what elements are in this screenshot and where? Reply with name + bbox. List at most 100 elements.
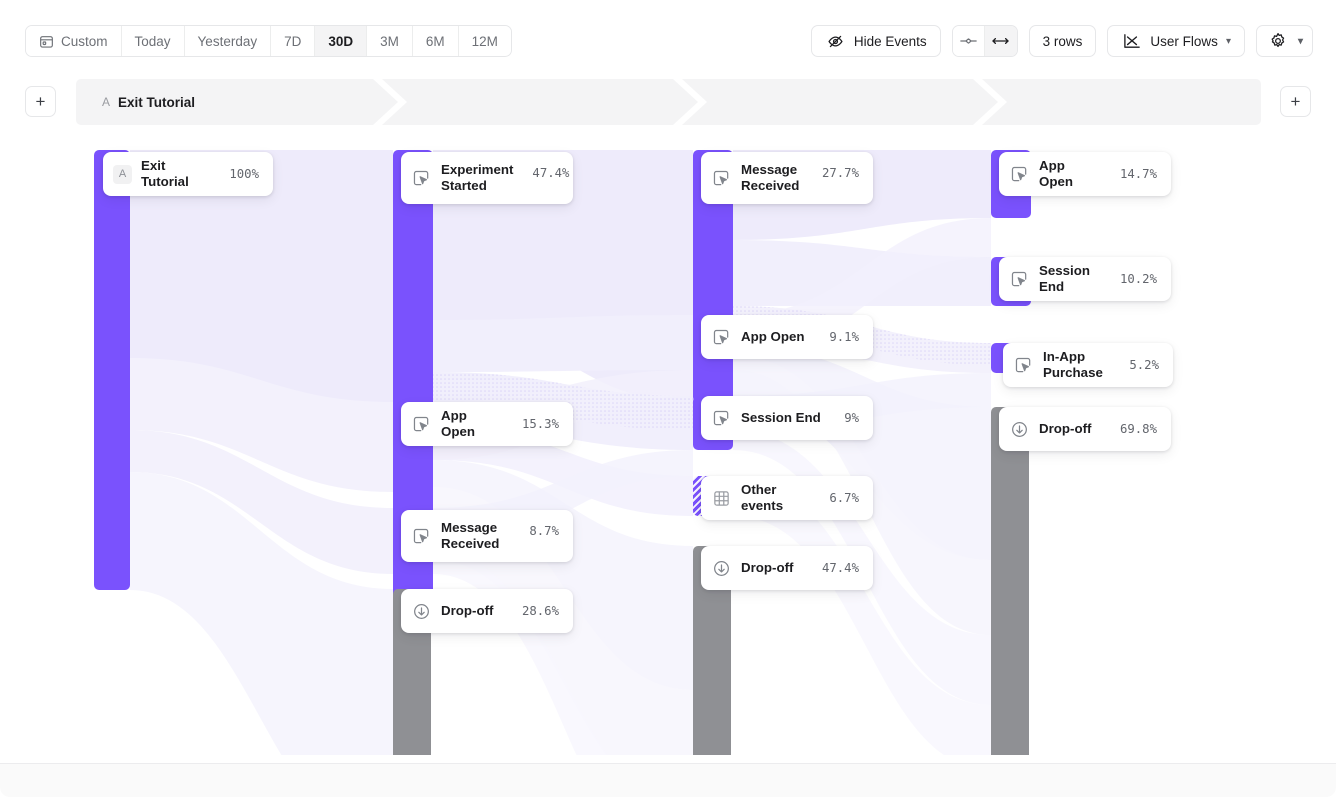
range-yesterday[interactable]: Yesterday — [184, 26, 272, 56]
rows-count-button[interactable]: 3 rows — [1028, 25, 1097, 57]
width-toggle-group[interactable] — [951, 25, 1018, 57]
expand-width-button[interactable] — [984, 26, 1017, 56]
node-label: Session End — [741, 410, 821, 425]
range-label: 30D — [328, 33, 354, 49]
node-card-c3-app-open[interactable]: App Open 14.7% — [999, 152, 1171, 196]
chevron-down-icon: ▾ — [1297, 35, 1303, 47]
node-card-c1-app-open[interactable]: App Open 15.3% — [401, 402, 573, 446]
collapse-width-button[interactable] — [952, 26, 985, 56]
node-percent: 47.4% — [532, 166, 570, 180]
node-percent: 9.1% — [829, 330, 859, 344]
node-card-c1-message-received[interactable]: Message Received 8.7% — [401, 510, 573, 562]
node-label: Drop-off — [741, 560, 794, 575]
dropoff-icon — [411, 601, 432, 622]
click-icon — [411, 526, 432, 547]
sankey-canvas: A Exit Tutorial 100% Experiment Started 47.4… — [0, 130, 1336, 755]
step-separators — [373, 79, 1007, 125]
grid-icon — [711, 488, 732, 509]
node-card-c0-exit-tutorial[interactable]: A Exit Tutorial 100% — [103, 152, 273, 196]
range-today[interactable]: Today — [121, 26, 185, 56]
range-label: Today — [134, 33, 171, 49]
add-step-right-button[interactable]: + — [1280, 86, 1311, 117]
range-custom[interactable]: Custom — [26, 26, 122, 56]
gear-icon — [1268, 31, 1289, 52]
click-icon — [711, 168, 732, 189]
step-label-text: Exit Tutorial — [118, 94, 196, 110]
range-label: Yesterday — [197, 33, 258, 49]
node-card-c2-other-events[interactable]: Other events 6.7% — [701, 476, 873, 520]
node-label: App Open — [441, 408, 475, 439]
dropoff-icon — [711, 558, 732, 579]
node-card-c3-session-end[interactable]: Session End 10.2% — [999, 257, 1171, 301]
node-percent: 10.2% — [1119, 272, 1157, 286]
rows-count-label: 3 rows — [1042, 33, 1083, 49]
node-card-c2-drop-off[interactable]: Drop-off 47.4% — [701, 546, 873, 590]
range-label: 3M — [380, 33, 399, 49]
node-label: Other events — [741, 482, 784, 513]
click-icon — [711, 408, 732, 429]
view-type-label: User Flows — [1150, 33, 1218, 49]
add-step-left-button[interactable]: + — [25, 86, 56, 117]
node-percent: 5.2% — [1129, 358, 1159, 372]
click-icon — [1009, 269, 1030, 290]
node-bar-c3-drop-off[interactable] — [991, 407, 1029, 755]
date-range-segmented-control[interactable]: Custom Today Yesterday 7D 30D 3M 6M 12M — [25, 25, 512, 57]
node-label: Exit Tutorial — [141, 158, 189, 189]
node-card-c2-message-received[interactable]: Message Received 27.7% — [701, 152, 873, 204]
dropoff-icon — [1009, 419, 1030, 440]
steps-track: A Exit Tutorial — [76, 79, 1261, 125]
node-percent: 100% — [229, 167, 259, 181]
node-label: Message Received — [741, 162, 800, 193]
node-card-c2-app-open[interactable]: App Open 9.1% — [701, 315, 873, 359]
step-badge: A — [102, 95, 111, 109]
footer-bar — [0, 763, 1336, 797]
node-label: Message Received — [441, 520, 500, 551]
click-icon — [711, 327, 732, 348]
settings-dropdown[interactable]: ▾ — [1255, 25, 1313, 57]
node-label: Drop-off — [1039, 421, 1092, 436]
calendar-icon — [39, 34, 54, 49]
node-card-c3-drop-off[interactable]: Drop-off 69.8% — [999, 407, 1171, 451]
steps-header: + A Exit Tutorial + — [25, 79, 1311, 125]
view-type-dropdown[interactable]: User Flows ▾ — [1107, 25, 1245, 57]
range-7d[interactable]: 7D — [271, 26, 316, 56]
node-card-c2-session-end[interactable]: Session End 9% — [701, 396, 873, 440]
range-label: 7D — [284, 33, 302, 49]
range-12m[interactable]: 12M — [458, 26, 511, 56]
range-3m[interactable]: 3M — [367, 26, 413, 56]
node-percent: 8.7% — [529, 524, 559, 538]
step-item-exit-tutorial[interactable]: A Exit Tutorial — [102, 79, 195, 125]
node-percent: 47.4% — [821, 561, 859, 575]
range-6m[interactable]: 6M — [412, 26, 459, 56]
click-icon — [1009, 164, 1030, 185]
node-badge-a: A — [113, 164, 132, 184]
range-30d[interactable]: 30D — [315, 26, 368, 56]
range-label: 12M — [471, 33, 498, 49]
click-icon — [411, 414, 432, 435]
node-percent: 14.7% — [1119, 167, 1157, 181]
toolbar: Custom Today Yesterday 7D 30D 3M 6M 12M Hide Ev… — [0, 0, 1336, 66]
hide-events-button[interactable]: Hide Events — [810, 25, 941, 57]
node-label: Session End — [1039, 263, 1090, 294]
node-percent: 9% — [844, 411, 859, 425]
eye-off-icon — [825, 31, 846, 52]
chevron-down-icon: ▾ — [1225, 35, 1231, 47]
node-label: App Open — [741, 329, 805, 344]
node-label: Experiment Started — [441, 162, 514, 193]
node-label: Drop-off — [441, 603, 494, 618]
range-label: 6M — [425, 33, 445, 49]
node-percent: 27.7% — [821, 166, 859, 180]
node-card-c1-drop-off[interactable]: Drop-off 28.6% — [401, 589, 573, 633]
click-icon — [411, 168, 432, 189]
node-card-c3-in-app-purchase[interactable]: In-App Purchase 5.2% — [1003, 343, 1173, 387]
node-percent: 69.8% — [1119, 422, 1157, 436]
node-label: App Open — [1039, 158, 1073, 189]
node-percent: 15.3% — [521, 417, 559, 431]
node-bar-c0-exit-tutorial[interactable] — [94, 150, 130, 590]
flows-icon — [1121, 31, 1142, 52]
node-card-c1-experiment-started[interactable]: Experiment Started 47.4% — [401, 152, 573, 204]
range-label: Custom — [61, 33, 108, 49]
node-percent: 6.7% — [829, 491, 859, 505]
node-label: In-App Purchase — [1043, 349, 1103, 380]
